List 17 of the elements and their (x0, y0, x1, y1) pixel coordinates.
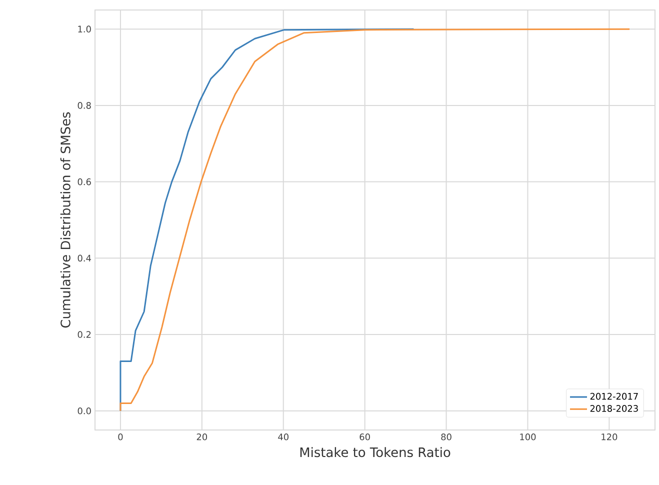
y-tick-label: 0.4 (78, 254, 91, 262)
x-tick-label: 120 (602, 434, 618, 440)
legend-label: 2012-2017 (590, 392, 638, 400)
x-tick-label: 100 (520, 434, 536, 440)
x-axis-title: Mistake to Tokens Ratio (300, 447, 450, 458)
y-tick-label: 1.0 (78, 26, 91, 32)
y-axis-title: Cumulative Distribution of SMSes (60, 112, 70, 328)
y-tick-label: 0.0 (78, 408, 91, 414)
y-tick-label: 0.8 (78, 102, 91, 109)
x-tick-label: 60 (360, 434, 370, 440)
x-tick-label: 20 (196, 434, 208, 440)
x-tick-label: 40 (278, 434, 288, 440)
y-tick-label: 0.2 (78, 331, 91, 338)
legend-label: 2018-2023 (590, 405, 638, 412)
y-tick-label: 0.6 (78, 178, 91, 186)
x-tick-label: 0 (118, 434, 123, 440)
x-tick-label: 80 (441, 434, 452, 440)
